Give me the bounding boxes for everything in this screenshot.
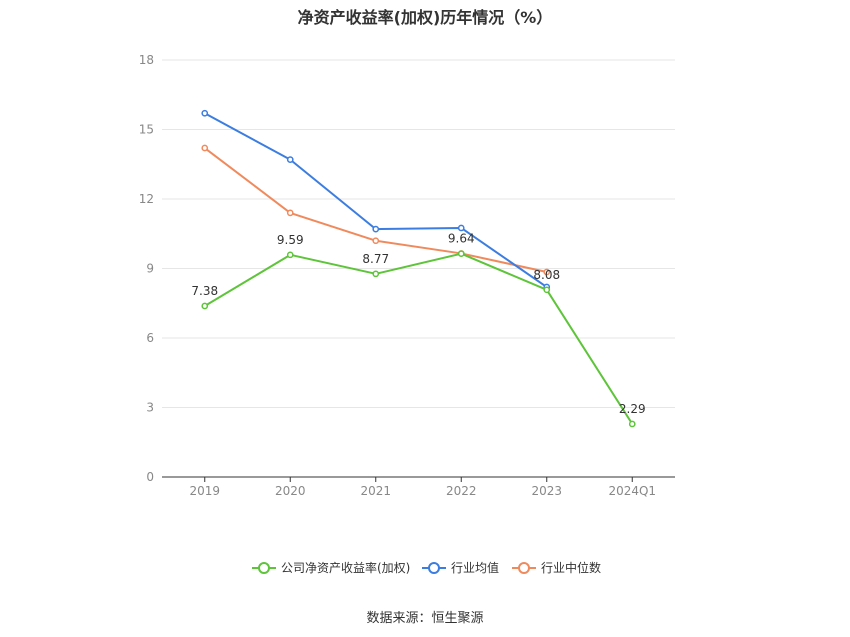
x-tick-label: 2024Q1: [608, 484, 656, 498]
legend: 公司净资产收益率(加权) 行业均值 行业中位数: [252, 560, 601, 575]
legend-label: 公司净资产收益率(加权): [281, 560, 410, 575]
x-tick-label: 2023: [531, 484, 562, 498]
data-point: [286, 209, 294, 217]
data-point: [201, 144, 209, 152]
x-tick-label: 2021: [360, 484, 391, 498]
chart-title: 净资产收益率(加权)历年情况（%）: [297, 8, 553, 27]
y-tick-label: 0: [146, 470, 154, 484]
data-point: [457, 224, 465, 232]
grid-lines: [162, 59, 675, 408]
data-point: [286, 156, 294, 163]
y-tick-label: 18: [139, 53, 154, 67]
legend-marker: [518, 562, 530, 574]
data-point: [372, 270, 380, 278]
axes: 0 3 6 9 12 15 18 2019 2020 2021 2022 2023 2024Q1: [139, 53, 675, 498]
y-tick-label: 9: [146, 262, 154, 276]
y-tick-label: 6: [146, 331, 154, 345]
y-tick-label: 3: [146, 401, 154, 415]
data-point: [457, 250, 465, 258]
legend-label: 行业中位数: [541, 560, 601, 575]
data-point: [543, 286, 551, 294]
x-tick-label: 2020: [275, 484, 306, 498]
series-group: [201, 109, 636, 428]
data-point: [201, 109, 209, 117]
data-label: 9.64: [448, 232, 475, 246]
y-tick-label: 15: [139, 123, 154, 137]
data-point: [543, 268, 551, 276]
x-tick-label: 2019: [189, 484, 220, 498]
series-line: [204, 252, 634, 425]
legend-marker: [258, 562, 270, 574]
data-point: [628, 420, 636, 428]
data-point: [372, 225, 380, 233]
y-tick-label: 12: [139, 192, 154, 206]
data-label: 7.38: [191, 284, 218, 298]
data-label: 8.08: [533, 268, 560, 282]
legend-label: 行业均值: [451, 560, 499, 575]
data-label: 2.29: [619, 402, 646, 416]
data-labels: 7.38 9.59 8.77 9.64 8.08 2.29: [191, 232, 645, 416]
data-label: 9.59: [277, 233, 304, 247]
source-note: 数据来源：恒生聚源: [366, 611, 484, 626]
data-point: [201, 302, 209, 310]
data-point: [286, 251, 294, 259]
x-tick-label: 2022: [446, 484, 477, 498]
data-label: 8.77: [362, 252, 389, 266]
legend-marker: [428, 562, 440, 574]
data-point: [372, 237, 380, 245]
